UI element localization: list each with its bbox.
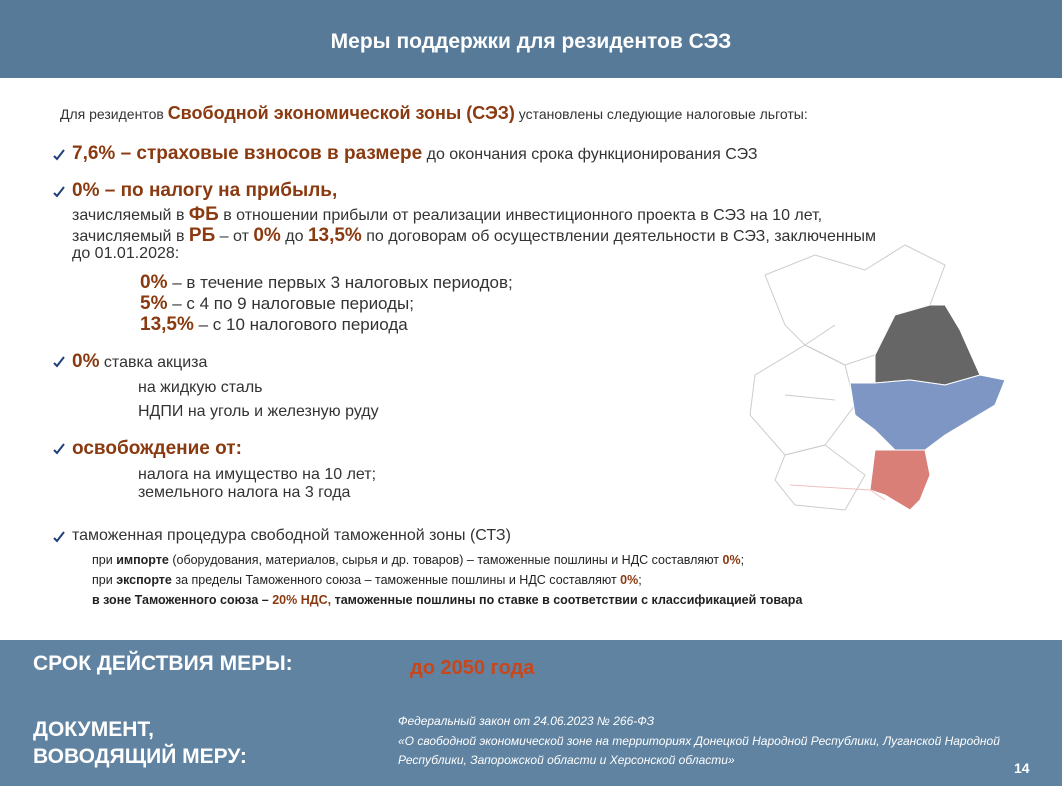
text: до окончания срока функционирования СЭЗ [422, 146, 758, 163]
sub-line: 13,5% – с 10 налогового периода [140, 314, 408, 336]
doc-label: ДОКУМЕНТ, [33, 718, 154, 741]
item: 7,6% – страховые взносов в размере до ок… [72, 143, 758, 165]
text: по договорам об осуществлении деятельнос… [361, 228, 877, 245]
text: Для резидентов [60, 106, 168, 122]
item-heading: 0% – по налогу на прибыль, [72, 180, 338, 201]
item-line: зачисляемый в ФБ в отношении прибыли от … [72, 204, 822, 226]
text: – с 4 по 9 налоговые периоды; [167, 294, 415, 313]
text: ; [740, 553, 745, 567]
highlight: 5% [140, 293, 168, 314]
check-icon [53, 443, 65, 455]
sub-line: при импорте (оборудования, материалов, с… [92, 553, 744, 567]
highlight: 13,5% [307, 225, 362, 246]
emphasis: импорте [116, 553, 169, 567]
text: (оборудования, материалов, сырья и др. т… [168, 553, 723, 567]
sub-line: в зоне Таможенного союза – 20% НДС, тамо… [92, 593, 802, 607]
highlight: ФБ [188, 204, 219, 225]
text: зачисляемый в [72, 207, 189, 224]
map [749, 244, 1006, 511]
page-number: 14 [1014, 760, 1030, 776]
check-icon [53, 356, 65, 368]
sub-line: НДПИ на уголь и железную руду [138, 403, 379, 420]
highlight: 13,5% [140, 314, 194, 335]
text: до [280, 228, 308, 245]
highlight: РБ [188, 225, 216, 246]
text: за пределы Таможенного союза – таможенны… [171, 573, 621, 587]
highlight: 0% [722, 553, 741, 567]
highlight: 20% НДС, [272, 593, 332, 607]
emphasis: в зоне Таможенного союза – [92, 593, 273, 607]
text: в отношении прибыли от реализации инвест… [218, 207, 823, 224]
text: при [92, 573, 117, 587]
item-line: зачисляемый в РБ – от 0% до 13,5% по дог… [72, 225, 876, 247]
emphasis: таможенные пошлины по ставке в соответст… [331, 593, 803, 607]
text: при [92, 553, 117, 567]
sub-line: 5% – с 4 по 9 налоговые периоды; [140, 293, 414, 315]
check-icon [53, 149, 65, 161]
item-heading: таможенная процедура свободной таможенно… [72, 527, 511, 544]
footer-bar [0, 640, 1062, 786]
title: Меры поддержки для резидентов СЭЗ [330, 30, 732, 53]
sub-line: при экспорте за пределы Таможенного союз… [92, 573, 642, 587]
sub-line: 0% – в течение первых 3 налоговых период… [140, 272, 513, 294]
highlight: Свободной экономической зоны (СЭЗ) [167, 103, 515, 123]
item: 0% ставка акциза [72, 351, 207, 373]
doc-text: «О свободной экономической зоне на терри… [398, 734, 1000, 748]
term-label: СРОК ДЕЙСТВИЯ МЕРЫ: [33, 652, 293, 675]
highlight: 7,6% – страховые взносов в размере [72, 143, 423, 164]
doc-text: Республики, Запорожской области и Херсон… [398, 753, 735, 767]
text: – от [215, 228, 254, 245]
item-heading: освобождение от: [72, 438, 242, 459]
text: – в течение первых 3 налоговых периодов; [167, 273, 513, 292]
check-icon [53, 531, 65, 543]
highlight: 0% [620, 573, 639, 587]
text: ; [638, 573, 642, 587]
term-value: до 2050 года [410, 657, 535, 679]
header-bar [0, 0, 1062, 78]
highlight: 0% [72, 351, 100, 372]
emphasis: экспорте [116, 573, 172, 587]
doc-text: Федеральный закон от 24.06.2023 № 266-ФЗ [398, 714, 655, 728]
sub-line: на жидкую сталь [138, 379, 263, 396]
check-icon [53, 186, 65, 198]
doc-label: ВОВОДЯЩИЙ МЕРУ: [33, 745, 247, 768]
intro: Для резидентов Свободной экономической з… [60, 103, 808, 124]
text: – с 10 налогового периода [193, 315, 408, 334]
item-line: до 01.01.2028: [72, 245, 180, 262]
text: установлены следующие налоговые льготы: [514, 106, 808, 122]
text: зачисляемый в [72, 228, 189, 245]
sub-line: земельного налога на 3 года [138, 484, 351, 501]
text: ставка акциза [99, 354, 208, 371]
highlight: 0% [253, 225, 281, 246]
highlight: 0% [140, 272, 168, 293]
sub-line: налога на имущество на 10 лет; [138, 466, 377, 483]
